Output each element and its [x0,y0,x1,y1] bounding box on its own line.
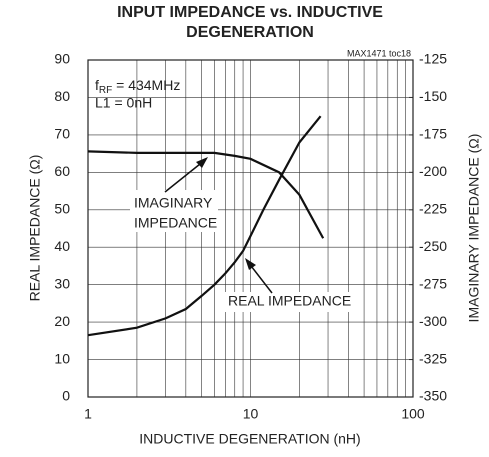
y-tick-label: 80 [54,88,70,104]
label-bg [130,190,218,232]
y-tick-label: 10 [54,350,70,366]
watermark: MAX1471 toc18 [347,48,411,58]
y2-tick-label: -350 [419,388,447,404]
y2-tick-label: -225 [419,200,447,216]
series-line [87,150,325,239]
x-axis-label: INDUCTIVE DEGENERATION (nH) [139,431,360,447]
y2-tick-label: -150 [419,88,447,104]
condition-subscript: RF [99,85,112,96]
y-tick-label: 70 [54,126,70,142]
y-tick-label: 40 [54,238,70,254]
x-tick-label: 1 [84,406,92,422]
x-tick-label: 10 [243,406,259,422]
y-tick-label: 30 [54,275,70,291]
condition-symbol: f [95,77,99,93]
y2-tick-label: -175 [419,126,447,142]
condition-text: = 434MHz [112,77,180,93]
condition: fRF = 434MHz [95,77,180,96]
y-tick-label: 0 [62,388,70,404]
y-tick-label: 90 [54,51,70,67]
arrow-head [245,258,256,270]
y2-tick-label: -125 [419,51,447,67]
y-tick-label: 60 [54,163,70,179]
arrow [164,159,206,193]
annotation: IMPEDANCE [134,215,217,231]
y2-tick-label: -325 [419,350,447,366]
y-tick-label: 20 [54,313,70,329]
y2-tick-label: -200 [419,163,447,179]
label-bg [224,292,352,312]
y2-axis-label: IMAGINARY IMPEDANCE (Ω) [466,134,482,323]
y2-tick-label: -300 [419,313,447,329]
annotation: IMAGINARY [134,195,213,211]
x-tick-label: 100 [401,406,425,422]
chart-title: DEGENERATION [186,24,314,41]
plot-frame [87,59,414,398]
y-axis-label: REAL IMPEDANCE (Ω) [27,155,43,302]
y2-tick-label: -250 [419,238,447,254]
condition: L1 = 0nH [95,95,152,111]
y2-tick-label: -275 [419,275,447,291]
y-tick-label: 50 [54,200,70,216]
chart-title: INPUT IMPEDANCE vs. INDUCTIVE [117,4,383,21]
annotation: REAL IMPEDANCE [228,293,351,309]
series-line [87,115,322,337]
arrow-head [196,157,208,168]
